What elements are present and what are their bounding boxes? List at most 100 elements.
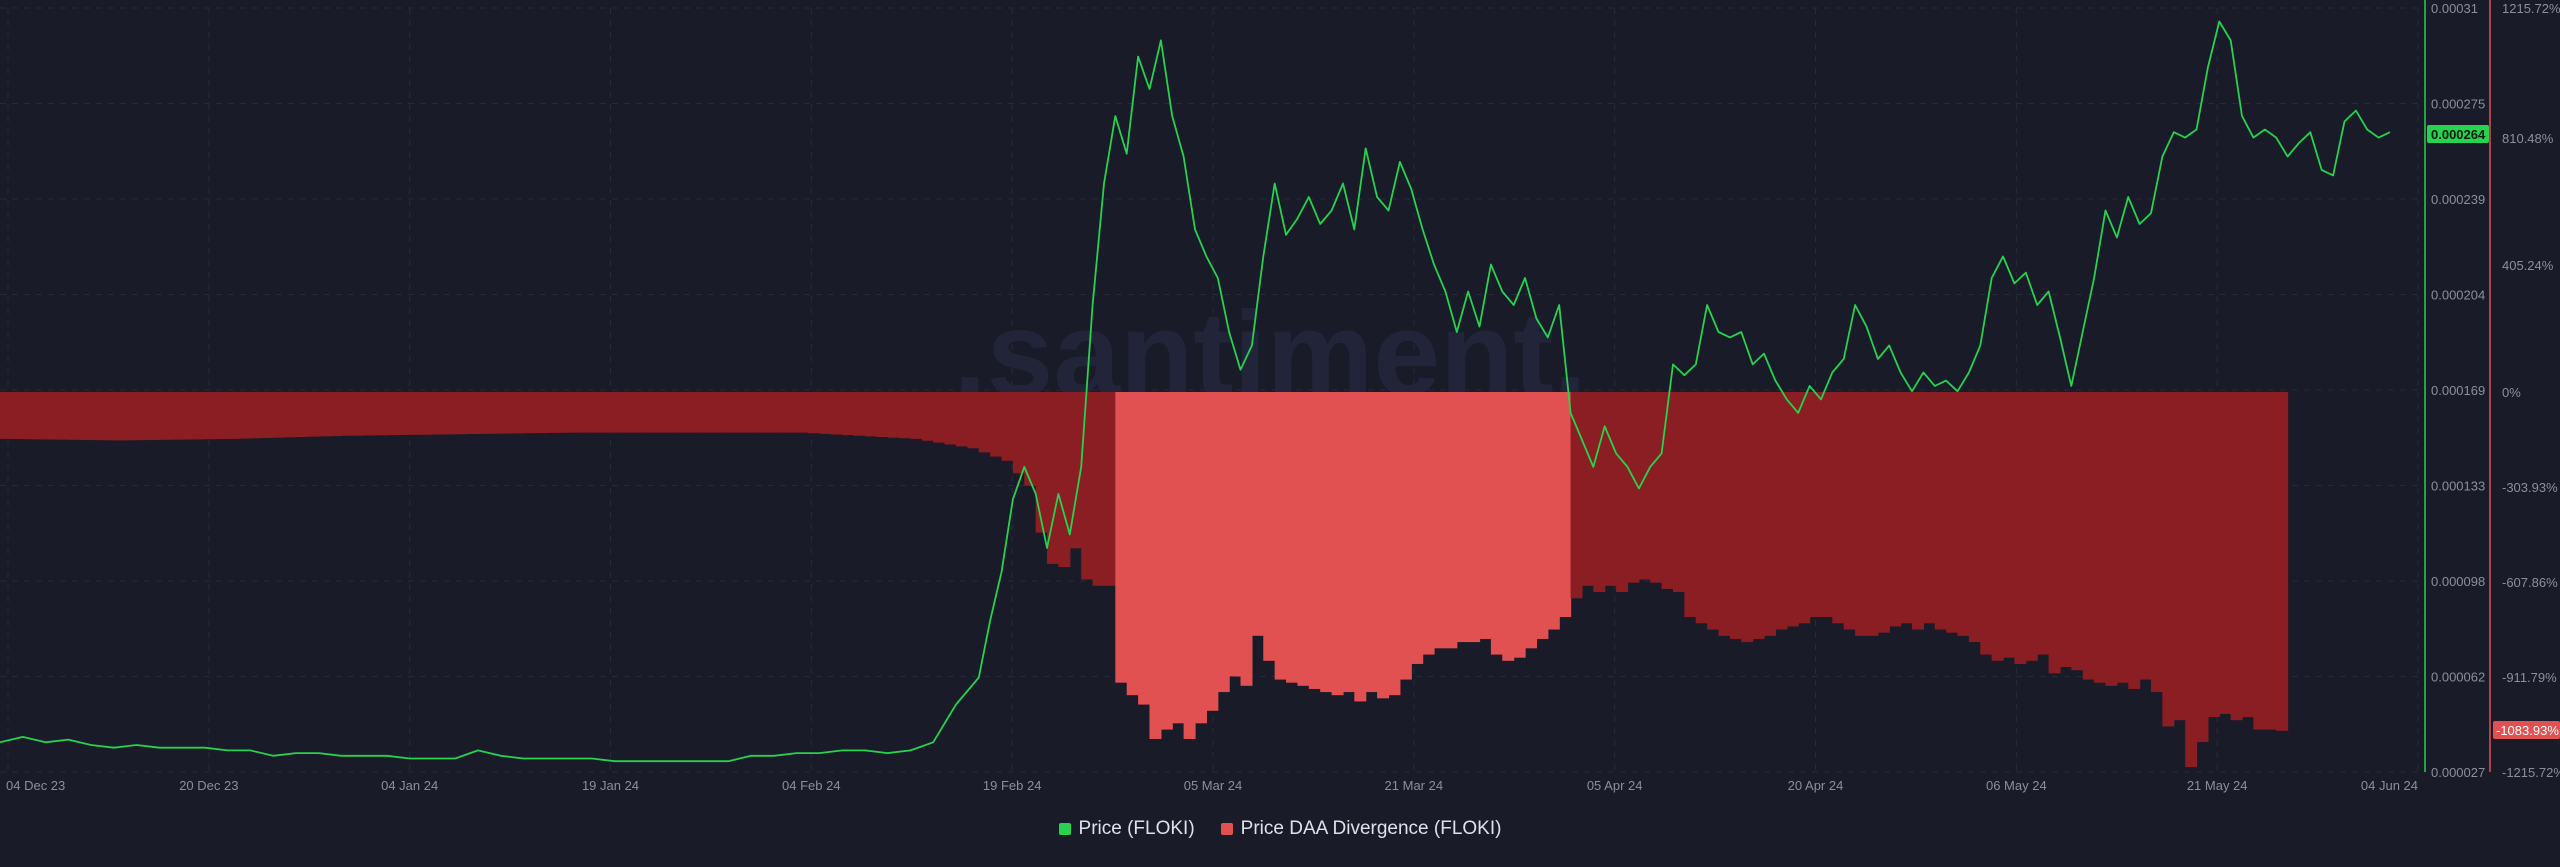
price-tick-label: 0.000239 xyxy=(2431,192,2485,207)
divergence-bar xyxy=(125,392,138,441)
divergence-bar xyxy=(284,392,297,438)
divergence-bar xyxy=(1946,392,1959,633)
divergence-bar xyxy=(443,392,456,435)
divergence-bar xyxy=(1092,392,1105,586)
divergence-bar xyxy=(1058,392,1071,568)
divergence-bar xyxy=(1559,392,1572,618)
divergence-bar xyxy=(1308,392,1321,689)
divergence-bar xyxy=(682,392,695,433)
divergence-bar xyxy=(1251,392,1264,636)
legend-item-divergence[interactable]: Price DAA Divergence (FLOKI) xyxy=(1220,818,1501,840)
divergence-bar xyxy=(1798,392,1811,624)
divergence-bar xyxy=(1570,392,1583,599)
divergence-bar xyxy=(921,392,934,441)
divergence-bar xyxy=(2105,392,2118,686)
divergence-bar xyxy=(1855,392,1868,636)
divergence-bar xyxy=(56,392,69,440)
divergence-bar xyxy=(489,392,502,434)
divergence-bar xyxy=(1832,392,1845,624)
divergence-bar xyxy=(1445,392,1458,649)
divergence-bar xyxy=(1525,392,1538,649)
divergence-bar xyxy=(478,392,490,434)
divergence-bar xyxy=(1581,392,1594,586)
divergence-axis: 1215.72% 810.48% 405.24% 0% -303.93% -607.86%… xyxy=(2502,1,2560,780)
divergence-bar xyxy=(899,392,912,439)
divergence-tick-label: 0% xyxy=(2502,385,2521,400)
divergence-bar xyxy=(2014,392,2027,664)
divergence-bar xyxy=(717,392,729,433)
divergence-bar xyxy=(79,392,92,440)
divergence-bar xyxy=(1081,392,1094,580)
divergence-bar xyxy=(216,392,229,440)
price-tick-label: 0.000098 xyxy=(2431,574,2485,589)
divergence-bar xyxy=(1593,392,1606,593)
x-tick-label: 19 Jan 24 xyxy=(582,778,639,793)
divergence-bar xyxy=(1661,392,1674,589)
divergence-bar xyxy=(1206,392,1219,711)
price-tick-label: 0.000027 xyxy=(2431,765,2485,780)
divergence-bar xyxy=(1172,392,1185,724)
legend-item-price[interactable]: Price (FLOKI) xyxy=(1058,818,1195,840)
divergence-bar xyxy=(193,392,206,440)
divergence-bar xyxy=(2264,392,2277,730)
x-tick-label: 04 Jan 24 xyxy=(381,778,438,793)
divergence-bar xyxy=(2003,392,2016,658)
divergence-bar xyxy=(523,392,536,434)
divergence-bar xyxy=(910,392,923,439)
divergence-badge-text: -1083.93% xyxy=(2496,723,2559,738)
divergence-bar xyxy=(1934,392,1947,630)
divergence-bar xyxy=(102,392,115,441)
divergence-tick-label: -607.86% xyxy=(2502,575,2558,590)
divergence-bar xyxy=(1627,392,1640,583)
x-tick-label: 20 Apr 24 xyxy=(1788,778,1844,793)
divergence-bar xyxy=(2139,392,2152,680)
divergence-bar xyxy=(2059,392,2072,668)
divergence-bar xyxy=(170,392,183,440)
divergence-bar xyxy=(239,392,251,439)
price-series xyxy=(0,0,2491,772)
divergence-bar xyxy=(341,392,354,436)
price-tick-label: 0.00031 xyxy=(2431,1,2478,16)
divergence-bar xyxy=(671,392,684,433)
divergence-bar xyxy=(1456,392,1469,643)
divergence-bar xyxy=(1411,392,1424,664)
divergence-bar xyxy=(1035,392,1048,533)
divergence-bar xyxy=(2242,392,2255,718)
divergence-bar xyxy=(1195,392,1207,724)
divergence-bar xyxy=(1900,392,1913,624)
divergence-bar xyxy=(1775,392,1788,630)
divergence-bar xyxy=(512,392,525,434)
divergence-bar xyxy=(1729,392,1742,639)
divergence-bar xyxy=(68,392,81,440)
divergence-bar xyxy=(876,392,889,438)
divergence-bar xyxy=(2173,392,2186,721)
divergence-bar xyxy=(1229,392,1242,677)
divergence-bar xyxy=(614,392,627,433)
divergence-bar xyxy=(546,392,559,433)
divergence-bar xyxy=(637,392,650,433)
divergence-bar xyxy=(2082,392,2095,680)
price-tick-label: 0.000133 xyxy=(2431,479,2485,494)
price-axis: 0.00031 0.000275 0.000239 0.000204 0.000169 0… xyxy=(2431,1,2485,780)
price-swatch-icon xyxy=(1058,823,1071,835)
divergence-tick-label: -1215.72% xyxy=(2502,765,2560,780)
divergence-bar xyxy=(660,392,673,433)
divergence-bar xyxy=(2048,392,2061,674)
divergence-bar xyxy=(1354,392,1367,702)
divergence-bar xyxy=(352,392,365,436)
price-tick-label: 0.000275 xyxy=(2431,97,2485,112)
divergence-bar xyxy=(569,392,582,433)
price-line xyxy=(0,20,2391,763)
divergence-bar xyxy=(944,392,957,445)
x-tick-label: 21 Mar 24 xyxy=(1385,778,1444,793)
divergence-bar xyxy=(1263,392,1276,661)
divergence-bar xyxy=(1889,392,1902,627)
divergence-bar xyxy=(853,392,866,436)
divergence-bar xyxy=(1377,392,1390,699)
divergence-bar xyxy=(580,392,593,433)
divergence-bar xyxy=(1604,392,1617,586)
divergence-bar xyxy=(1536,392,1549,639)
x-tick-label: 04 Dec 23 xyxy=(6,778,65,793)
divergence-bar xyxy=(1695,392,1708,624)
